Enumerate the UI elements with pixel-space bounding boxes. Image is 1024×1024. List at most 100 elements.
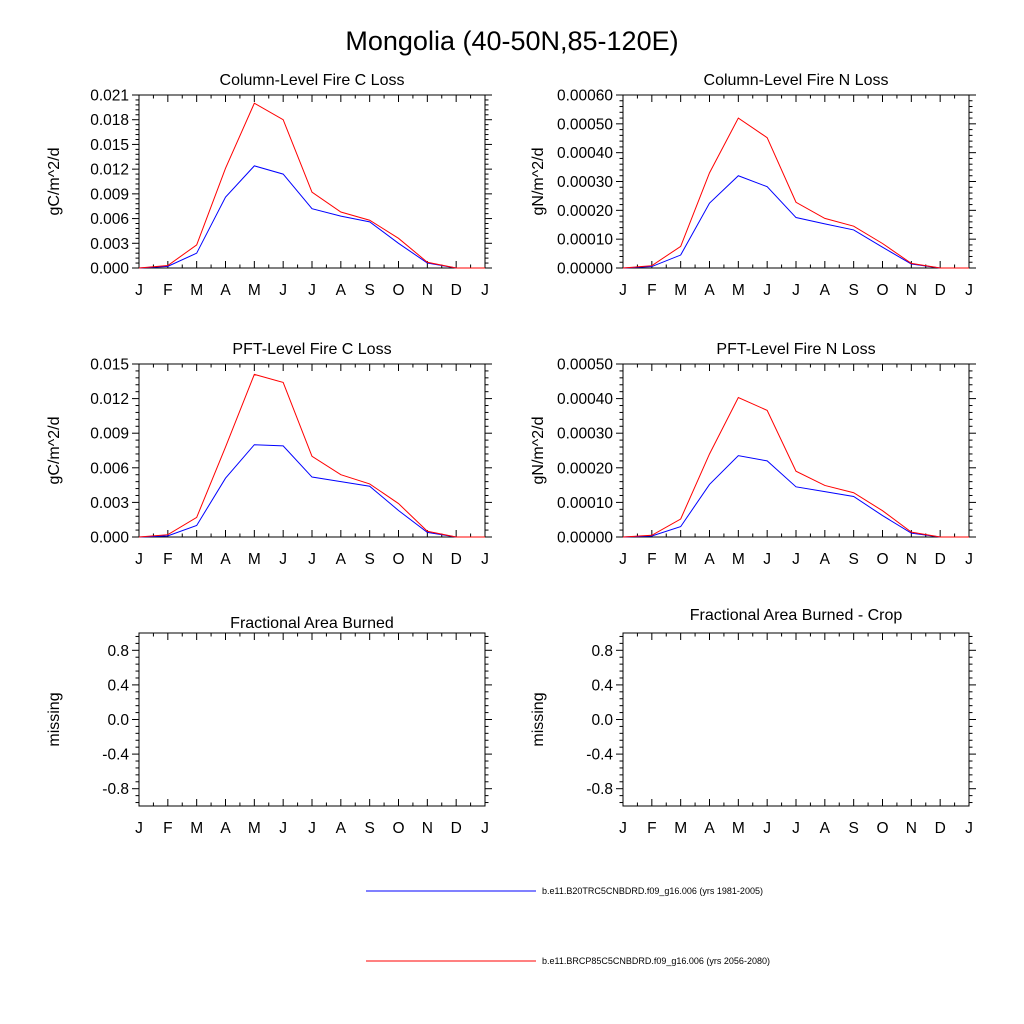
y-tick-label: 0.00050 — [557, 357, 613, 374]
y-tick-label: -0.8 — [586, 781, 613, 798]
x-tick-label: O — [876, 551, 888, 568]
x-tick-label: F — [647, 820, 656, 837]
x-tick-label: J — [763, 820, 771, 837]
x-tick-label: A — [704, 820, 715, 837]
x-tick-label: M — [674, 551, 687, 568]
x-tick-label: O — [392, 551, 404, 568]
y-tick-label: 0.00000 — [557, 261, 613, 278]
x-tick-label: A — [704, 282, 715, 299]
y-tick-label: 0.4 — [591, 677, 613, 694]
y-tick-label: 0.021 — [90, 88, 129, 105]
x-tick-label: A — [704, 551, 715, 568]
y-axis-label: gC/m^2/d — [46, 148, 63, 216]
panel-title: Fractional Area Burned — [230, 615, 394, 632]
x-tick-label: D — [451, 551, 462, 568]
y-axis-label: missing — [530, 692, 547, 746]
y-tick-label: 0.009 — [90, 186, 129, 203]
y-axis-label: missing — [46, 692, 63, 746]
x-tick-label: J — [481, 551, 489, 568]
y-tick-label: 0.00020 — [557, 203, 613, 220]
y-tick-label: 0.00030 — [557, 174, 613, 191]
x-tick-label: J — [135, 820, 143, 837]
x-tick-label: A — [336, 820, 347, 837]
plot-frame — [622, 94, 970, 269]
x-tick-label: D — [935, 282, 946, 299]
legend: b.e11.B20TRC5CNBDRD.f09_g16.006 (yrs 198… — [366, 886, 770, 966]
series-line-1 — [622, 455, 969, 538]
x-tick-label: M — [674, 820, 687, 837]
panel-title: Column-Level Fire N Loss — [704, 72, 889, 89]
y-tick-label: 0.018 — [90, 112, 129, 129]
y-tick-label: 0.009 — [90, 426, 129, 443]
x-tick-label: J — [619, 282, 627, 299]
y-tick-label: 0.0 — [591, 712, 613, 729]
plot-frame — [138, 363, 486, 538]
panel-title: Fractional Area Burned - Crop — [690, 607, 903, 624]
y-tick-label: 0.003 — [90, 236, 129, 253]
x-tick-label: J — [279, 551, 287, 568]
x-tick-label: J — [763, 282, 771, 299]
x-tick-label: F — [647, 551, 656, 568]
plot-frame — [622, 632, 970, 807]
x-tick-label: J — [308, 551, 316, 568]
y-tick-label: 0.00010 — [557, 495, 613, 512]
x-tick-label: D — [935, 820, 946, 837]
y-tick-label: 0.006 — [90, 460, 129, 477]
plot-frame — [138, 632, 486, 807]
x-tick-label: J — [619, 551, 627, 568]
y-tick-label: 0.8 — [591, 643, 613, 660]
x-tick-label: S — [364, 282, 374, 299]
x-tick-label: N — [906, 820, 917, 837]
x-tick-label: J — [792, 820, 800, 837]
x-tick-label: S — [848, 551, 858, 568]
x-tick-label: J — [279, 282, 287, 299]
x-tick-label: N — [906, 551, 917, 568]
panel-title: Column-Level Fire C Loss — [220, 72, 405, 89]
y-tick-label: -0.4 — [102, 747, 129, 764]
y-tick-label: 0.8 — [107, 643, 129, 660]
x-tick-label: S — [364, 551, 374, 568]
x-tick-label: A — [820, 551, 831, 568]
x-tick-label: J — [279, 820, 287, 837]
x-tick-label: D — [451, 820, 462, 837]
series-line-2 — [138, 102, 485, 269]
x-tick-label: M — [674, 282, 687, 299]
y-axis-label: gC/m^2/d — [46, 417, 63, 485]
series-line-2 — [138, 373, 485, 538]
x-tick-label: D — [935, 551, 946, 568]
x-tick-label: J — [135, 551, 143, 568]
panel-title: PFT-Level Fire C Loss — [232, 341, 391, 358]
y-tick-label: 0.00040 — [557, 391, 613, 408]
y-tick-label: -0.8 — [102, 781, 129, 798]
x-tick-label: M — [732, 282, 745, 299]
series-line-1 — [138, 444, 485, 538]
x-tick-label: J — [481, 282, 489, 299]
x-tick-label: M — [190, 282, 203, 299]
x-tick-label: O — [876, 282, 888, 299]
x-tick-label: A — [336, 551, 347, 568]
x-tick-label: A — [220, 282, 231, 299]
y-tick-label: 0.000 — [90, 261, 129, 278]
x-tick-label: A — [336, 282, 347, 299]
y-tick-label: 0.003 — [90, 495, 129, 512]
x-tick-label: A — [220, 551, 231, 568]
series-line-2 — [622, 396, 969, 538]
x-tick-label: A — [820, 820, 831, 837]
y-tick-label: 0.012 — [90, 391, 129, 408]
x-tick-label: N — [906, 282, 917, 299]
y-tick-label: 0.4 — [107, 677, 129, 694]
x-tick-label: F — [647, 282, 656, 299]
x-tick-label: F — [163, 282, 172, 299]
x-tick-label: N — [422, 282, 433, 299]
x-tick-label: M — [248, 551, 261, 568]
panel-title: PFT-Level Fire N Loss — [716, 341, 875, 358]
y-tick-label: 0.00060 — [557, 88, 613, 105]
x-tick-label: M — [732, 551, 745, 568]
